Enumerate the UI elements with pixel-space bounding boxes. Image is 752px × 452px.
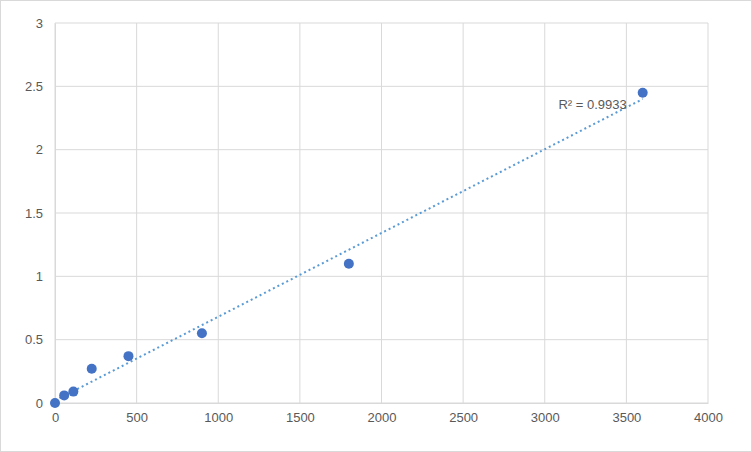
chart: 0 500 1000 1500 2000 2500 3000 3500 4000 0 0.5 1 1.5… — [0, 0, 752, 452]
x-axis: 0 500 1000 1500 2000 2500 3000 3500 4000 — [52, 403, 723, 425]
grid-line — [299, 23, 300, 403]
grid-line — [463, 23, 464, 403]
y-axis-line — [55, 24, 56, 404]
x-tick: 3000 — [531, 403, 560, 425]
grid-line — [708, 23, 709, 403]
x-tick-label: 4000 — [694, 410, 723, 425]
y-tick-label: 3 — [36, 16, 43, 31]
y-tick: 1 — [36, 269, 55, 284]
y-tick: 0.5 — [25, 332, 55, 347]
point — [638, 88, 648, 98]
x-tick-label: 500 — [126, 410, 148, 425]
grid-line — [136, 23, 137, 403]
grid-line — [55, 23, 56, 403]
grid-line — [626, 23, 627, 403]
y-tick-label: 1 — [36, 269, 43, 284]
x-tick: 1000 — [204, 403, 233, 425]
x-tick: 2000 — [368, 403, 397, 425]
x-tick-label: 2000 — [368, 410, 397, 425]
x-tick: 1500 — [286, 403, 315, 425]
x-tick: 2500 — [449, 403, 478, 425]
grid — [55, 23, 708, 403]
point — [59, 390, 69, 400]
y-tick-label: 0.5 — [25, 332, 43, 347]
chart-border — [1, 1, 752, 452]
x-tick-label: 1500 — [286, 410, 315, 425]
point — [68, 387, 78, 397]
x-axis-line — [56, 403, 709, 404]
y-tick-label: 0 — [36, 396, 43, 411]
x-tick-label: 3000 — [531, 410, 560, 425]
x-tick: 4000 — [694, 403, 723, 425]
x-tick-label: 2500 — [449, 410, 478, 425]
grid-line — [381, 23, 382, 403]
trendline — [55, 99, 643, 400]
y-tick: 2.5 — [25, 79, 55, 94]
grid-line — [544, 23, 545, 403]
y-tick-label: 2.5 — [25, 79, 43, 94]
y-axis: 0 0.5 1 1.5 2 2.5 3 — [25, 16, 56, 411]
point — [344, 259, 354, 269]
x-tick-label: 0 — [52, 410, 59, 425]
y-tick: 1.5 — [25, 206, 55, 221]
x-tick-label: 3500 — [612, 410, 641, 425]
y-tick-label: 2 — [36, 142, 43, 157]
x-tick: 500 — [126, 403, 148, 425]
y-tick: 2 — [36, 142, 55, 157]
annotation: R² = 0.9933 — [558, 97, 626, 112]
point — [87, 364, 97, 374]
marks — [50, 88, 648, 408]
point — [123, 351, 133, 361]
point — [197, 328, 207, 338]
point — [50, 398, 60, 408]
y-tick-label: 1.5 — [25, 206, 43, 221]
x-tick: 3500 — [612, 403, 641, 425]
y-tick: 3 — [36, 16, 55, 31]
plot: 0 500 1000 1500 2000 2500 3000 3500 4000 0 0.5 1 1.5… — [25, 16, 723, 426]
x-tick-label: 1000 — [204, 410, 233, 425]
grid-line — [218, 23, 219, 403]
